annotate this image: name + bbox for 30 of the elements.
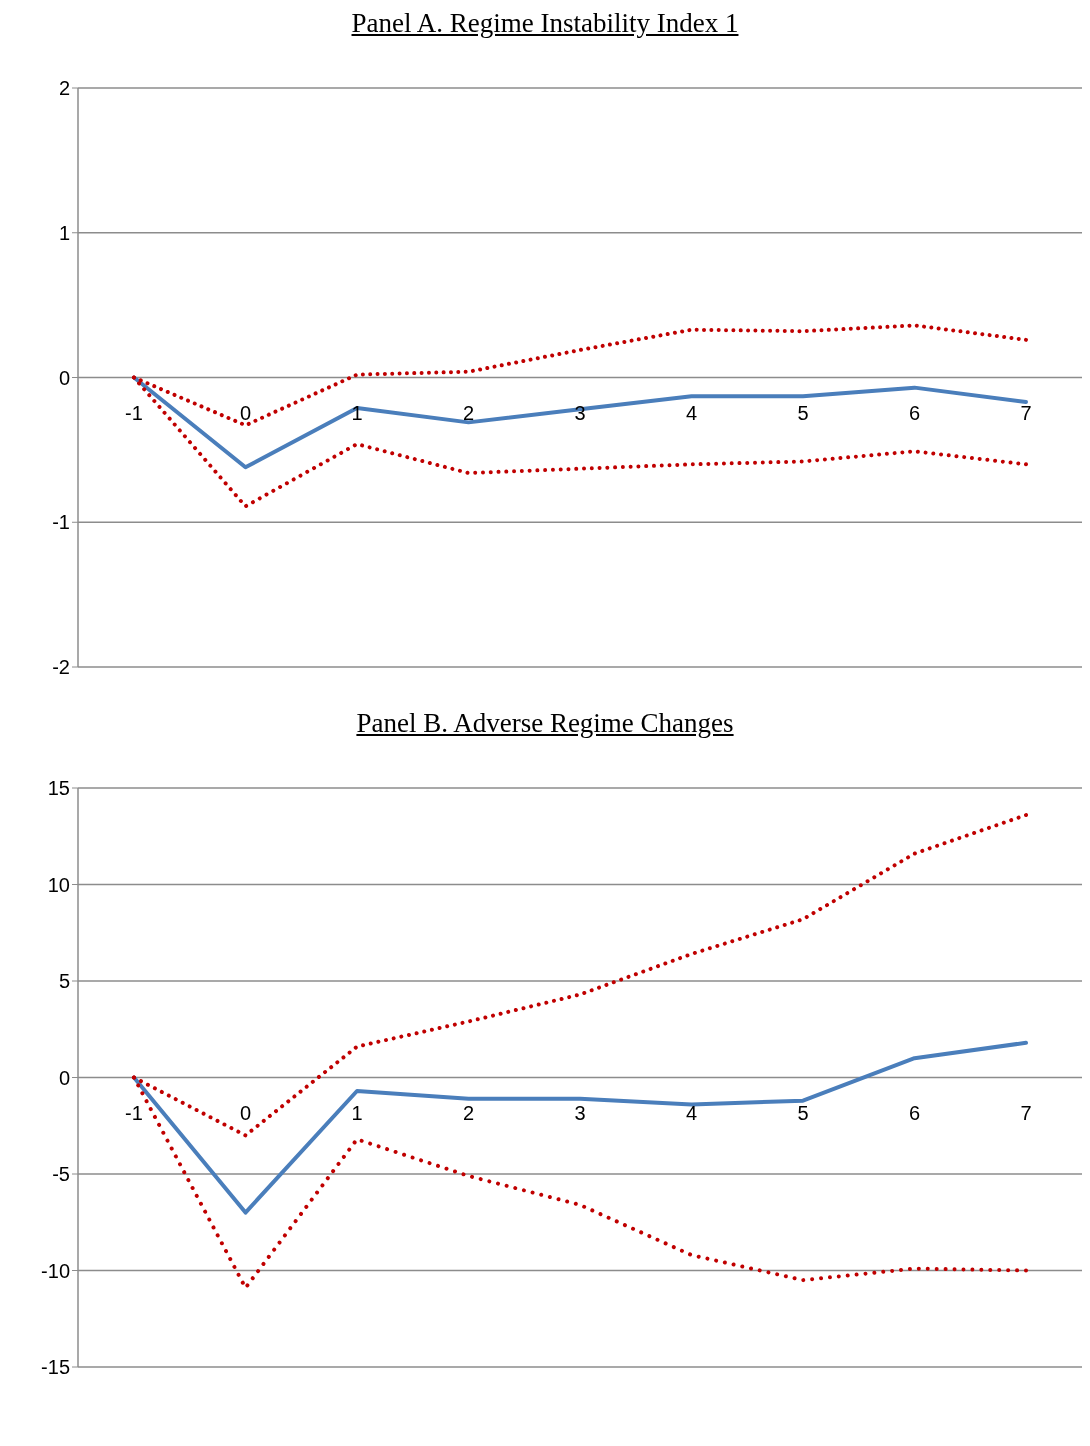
- y-tick-label: 0: [58, 1066, 70, 1089]
- x-tick-label: 1: [351, 1101, 363, 1124]
- x-tick-label: 4: [685, 401, 698, 424]
- x-tick-label: 6: [908, 401, 921, 424]
- y-tick-label: 5: [58, 970, 70, 993]
- x-tick-label: 2: [462, 1101, 475, 1124]
- y-tick-label: 10: [47, 873, 70, 896]
- x-tick-label: -1: [125, 401, 143, 424]
- x-tick-label: 4: [685, 1101, 698, 1124]
- y-tick-label: -2: [52, 656, 70, 679]
- y-tick-label: 2: [58, 77, 70, 100]
- x-tick-label: 5: [797, 1101, 809, 1124]
- y-tick-label: 1: [58, 221, 70, 244]
- y-tick-label: -1: [52, 511, 70, 534]
- y-tick-label: -10: [41, 1259, 70, 1282]
- y-tick-label: 0: [58, 366, 70, 389]
- x-tick-label: 2: [462, 401, 475, 424]
- x-tick-label: 0: [239, 1101, 252, 1124]
- y-tick-label: -15: [41, 1356, 70, 1379]
- x-tick-label: -1: [125, 1101, 143, 1124]
- x-tick-label: 7: [1020, 401, 1032, 424]
- chart-title: Panel A. Regime Instability Index 1: [350, 8, 740, 40]
- x-tick-label: 0: [239, 401, 252, 424]
- x-tick-label: 3: [574, 1101, 586, 1124]
- x-tick-label: 5: [797, 401, 809, 424]
- x-tick-label: 6: [908, 1101, 921, 1124]
- chart-title: Panel B. Adverse Regime Changes: [355, 708, 735, 740]
- x-tick-label: 7: [1020, 1101, 1032, 1124]
- y-tick-label: 15: [47, 777, 70, 800]
- y-tick-label: -5: [52, 1163, 70, 1186]
